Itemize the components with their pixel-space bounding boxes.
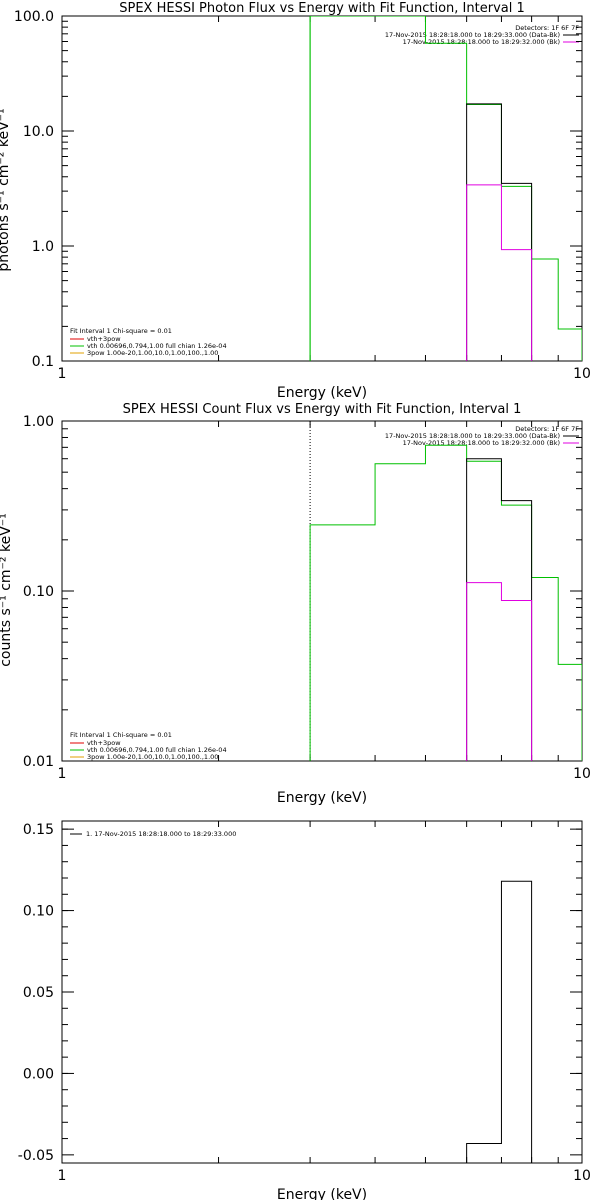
residual-y-tick-label: -0.05 bbox=[18, 1148, 54, 1164]
residual-series-group bbox=[466, 880, 533, 1163]
residual-plot-frame bbox=[61, 820, 583, 1164]
count-y-tick-label: 0.01 bbox=[23, 754, 54, 770]
residual-x-axis-label: Energy (keV) bbox=[277, 1187, 367, 1200]
panel-residuals: Energy (keV) 1. 17-Nov-2015 18:28:18.000… bbox=[70, 830, 367, 1200]
photon-fit-info-3pow: 3pow 1.00e-20,1.00,10.0,1.00,100.,1.00 bbox=[87, 349, 218, 357]
photon-time-data: 17-Nov-2015 18:28:18.000 to 18:29:33.000… bbox=[385, 31, 560, 39]
count-fit-info-chi: Fit Interval 1 Chi-square = 0.01 bbox=[70, 731, 172, 739]
photon-x-tick-label: 1 bbox=[58, 366, 67, 382]
count-detectors-label: Detectors: 1F 6F 7F bbox=[515, 425, 579, 433]
residual-series-0-histogram bbox=[466, 880, 533, 1163]
photon-y-axis-label: photons s⁻¹ cm⁻² keV⁻¹ bbox=[0, 108, 12, 271]
photon-series-group bbox=[309, 16, 582, 361]
photon-x-tick-label: 10 bbox=[573, 366, 591, 382]
residual-x-tick-label: 1 bbox=[58, 1168, 67, 1184]
residual-y-tick-label: 0.05 bbox=[23, 985, 54, 1001]
panel-photon-flux: SPEX HESSI Photon Flux vs Energy with Fi… bbox=[0, 1, 579, 401]
count-x-axis-label: Energy (keV) bbox=[277, 790, 367, 806]
count-fit-info-vth3pow: vth+3pow bbox=[87, 739, 121, 747]
photon-x-axis-label: Energy (keV) bbox=[277, 385, 367, 401]
residual-x-tick-label: 10 bbox=[573, 1168, 591, 1184]
photon-fit-info-chi: Fit Interval 1 Chi-square = 0.01 bbox=[70, 327, 172, 335]
photon-y-tick-label: 0.1 bbox=[32, 354, 54, 370]
count-y-tick-label: 1.00 bbox=[23, 414, 54, 430]
panel-count-flux: SPEX HESSI Count Flux vs Energy with Fit… bbox=[0, 402, 579, 806]
photon-detectors-label: Detectors: 1F 6F 7F bbox=[515, 24, 579, 32]
photon-y-tick-label: 10.0 bbox=[23, 124, 54, 140]
count-x-tick-label: 10 bbox=[573, 766, 591, 782]
count-series-2-histogram bbox=[466, 582, 533, 761]
residual-y-tick-label: 0.10 bbox=[23, 904, 54, 920]
photon-fit-info-vth: vth 0.00696,0.794,1.00 full chian 1.26e-… bbox=[87, 342, 227, 350]
count-series-0-histogram bbox=[309, 444, 582, 761]
count-fit-info-3pow: 3pow 1.00e-20,1.00,10.0,1.00,100.,1.00 bbox=[87, 753, 218, 761]
photon-time-bk: 17-Nov-2015 18:28:18.000 to 18:29:32.000… bbox=[403, 38, 560, 46]
photon-panel-title: SPEX HESSI Photon Flux vs Energy with Fi… bbox=[119, 1, 525, 16]
photon-series-0-histogram bbox=[309, 16, 582, 361]
count-x-tick-label: 1 bbox=[58, 766, 67, 782]
residual-y-tick-label: 0.00 bbox=[23, 1066, 54, 1082]
photon-y-tick-label: 1.0 bbox=[32, 239, 54, 255]
count-series-group bbox=[309, 421, 582, 761]
photon-fit-info-vth3pow: vth+3pow bbox=[87, 335, 121, 343]
count-plot-frame bbox=[61, 420, 583, 762]
count-time-data: 17-Nov-2015 18:28:18.000 to 18:29:33.000… bbox=[385, 432, 560, 440]
photon-plot-frame bbox=[61, 15, 583, 362]
count-y-tick-label: 0.10 bbox=[23, 584, 54, 600]
photon-series-1-histogram bbox=[466, 103, 533, 361]
count-panel-title: SPEX HESSI Count Flux vs Energy with Fit… bbox=[123, 402, 522, 417]
photon-series-2-histogram bbox=[466, 184, 533, 361]
count-fit-info-vth: vth 0.00696,0.794,1.00 full chian 1.26e-… bbox=[87, 746, 227, 754]
residual-y-tick-label: 0.15 bbox=[23, 822, 54, 838]
count-y-axis-label: counts s⁻¹ cm⁻² keV⁻¹ bbox=[0, 513, 14, 667]
residual-legend: 1. 17-Nov-2015 18:28:18.000 to 18:29:33.… bbox=[86, 830, 236, 838]
photon-y-tick-label: 100.0 bbox=[14, 9, 54, 25]
count-time-bk: 17-Nov-2015 18:28:18.000 to 18:29:32.000… bbox=[403, 439, 560, 447]
count-series-1-histogram bbox=[466, 458, 533, 761]
